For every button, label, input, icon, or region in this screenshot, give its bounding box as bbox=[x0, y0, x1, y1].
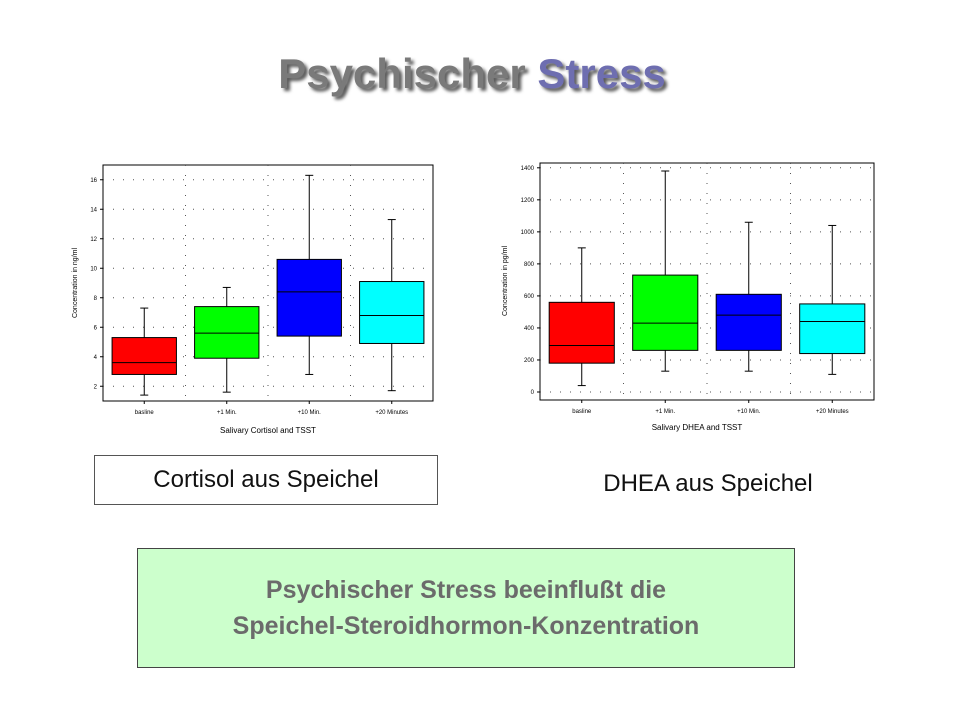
plot-area-frame bbox=[539, 162, 875, 401]
y-tick-label: 8 bbox=[94, 296, 98, 302]
y-tick-label: 4 bbox=[94, 355, 98, 361]
x-tick-label: basline bbox=[135, 410, 155, 416]
y-tick-label: 12 bbox=[90, 237, 97, 243]
y-tick-label: 1000 bbox=[521, 230, 535, 236]
y-tick-label: 16 bbox=[90, 178, 97, 184]
y-tick-label: 200 bbox=[524, 358, 535, 364]
box-3 bbox=[715, 293, 782, 351]
y-tick-label: 600 bbox=[524, 294, 535, 300]
x-tick-label: +20 Minutes bbox=[816, 409, 849, 415]
box-2 bbox=[632, 274, 699, 351]
box-1 bbox=[111, 337, 177, 375]
y-tick-label: 2 bbox=[94, 384, 98, 390]
dhea-caption: DHEA aus Speichel bbox=[603, 470, 813, 497]
box-4 bbox=[359, 281, 425, 344]
box-3 bbox=[276, 258, 342, 337]
summary-line-2: Speichel-Steroidhormon-Konzentration bbox=[232, 612, 700, 640]
y-axis-label: Concentration in pg/ml bbox=[502, 246, 509, 316]
y-tick-label: 1200 bbox=[521, 198, 535, 204]
cortisol-boxplot-chart: 2 4 6 8 10 12 14 16 basline +1 Min. +10 Min. +20 M… bbox=[72, 164, 434, 435]
x-tick-label: +1 Min. bbox=[217, 410, 237, 416]
y-tick-label: 6 bbox=[94, 325, 98, 331]
x-tick-label: +10 Min. bbox=[737, 409, 761, 415]
x-axis-label: Salivary Cortisol and TSST bbox=[220, 426, 316, 435]
x-tick-label: +20 Minutes bbox=[375, 410, 408, 416]
x-tick-label: +10 Min. bbox=[298, 410, 322, 416]
y-tick-label: 400 bbox=[524, 326, 535, 332]
x-tick-label: basline bbox=[572, 409, 592, 415]
x-axis-label: Salivary DHEA and TSST bbox=[652, 423, 743, 432]
y-tick-label: 10 bbox=[90, 266, 97, 272]
dhea-boxplot-chart: 0 200 400 600 800 1000 1200 1400 basline +1 Min.… bbox=[502, 162, 875, 432]
title-word-2: Stress bbox=[537, 50, 666, 97]
box-1 bbox=[548, 301, 615, 364]
slide-title: Psychischer Stress bbox=[0, 50, 944, 98]
summary-line-1: Psychischer Stress beeinflußt die bbox=[265, 576, 667, 604]
summary-box: Psychischer Stress beeinflußt die Speich… bbox=[137, 548, 795, 668]
y-tick-label: 14 bbox=[90, 207, 97, 213]
y-tick-label: 0 bbox=[531, 390, 535, 396]
x-tick-label: +1 Min. bbox=[655, 409, 675, 415]
cortisol-caption-text: Cortisol aus Speichel bbox=[153, 466, 379, 493]
box-4 bbox=[799, 303, 866, 355]
cortisol-caption: Cortisol aus Speichel bbox=[94, 455, 438, 505]
title-word-1: Psychischer bbox=[278, 50, 526, 97]
y-tick-label: 800 bbox=[524, 262, 535, 268]
box-2 bbox=[194, 306, 260, 359]
y-tick-label: 1400 bbox=[521, 166, 535, 172]
y-axis-label: Concentration in ng/ml bbox=[72, 248, 79, 318]
